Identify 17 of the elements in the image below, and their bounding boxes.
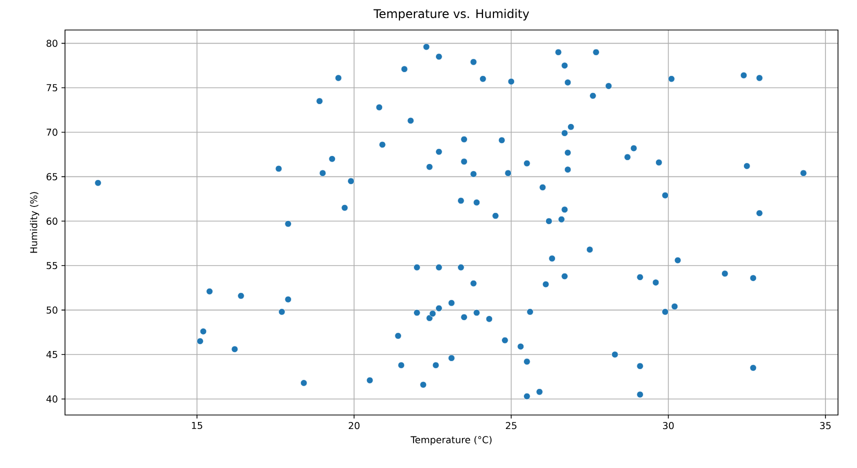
x-tick-label: 20 [348, 422, 360, 430]
y-tick-label: 50 [46, 306, 58, 314]
y-tick-label: 60 [46, 218, 58, 225]
y-tick-label: 80 [46, 40, 58, 47]
chart-title: Temperature vs. Humidity [374, 8, 530, 20]
y-tick-label: 45 [46, 351, 58, 358]
y-tick-label: 55 [46, 262, 58, 270]
x-tick-label: 30 [663, 422, 674, 430]
y-tick-label: 75 [46, 84, 58, 92]
x-tick-label: 15 [192, 422, 202, 430]
y-axis-title: Humidity (%) [30, 192, 40, 253]
x-axis-title: Temperature (°C) [410, 436, 492, 446]
y-tick-label: 40 [46, 395, 58, 403]
x-tick-label: 35 [820, 422, 831, 430]
y-tick-label: 70 [46, 128, 58, 136]
x-tick-label: 25 [506, 422, 516, 430]
y-tick-label: 65 [46, 173, 58, 180]
